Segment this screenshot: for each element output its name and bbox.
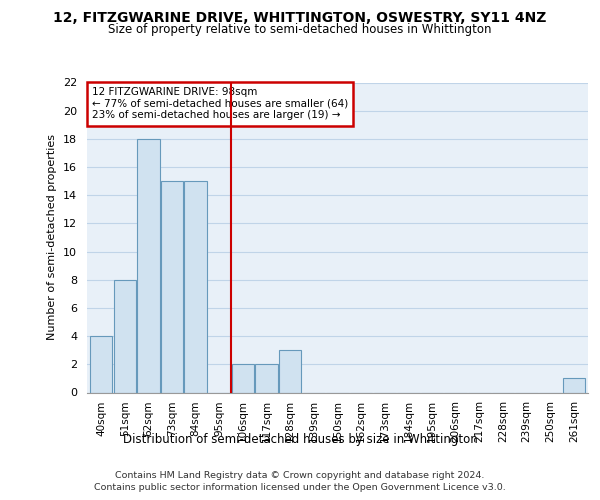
Bar [232,364,254,392]
Text: Contains public sector information licensed under the Open Government Licence v3: Contains public sector information licen… [94,484,506,492]
Text: Distribution of semi-detached houses by size in Whittington: Distribution of semi-detached houses by … [122,432,478,446]
Bar [184,181,207,392]
Bar [256,364,278,392]
Text: Size of property relative to semi-detached houses in Whittington: Size of property relative to semi-detach… [108,22,492,36]
Text: 12, FITZGWARINE DRIVE, WHITTINGTON, OSWESTRY, SY11 4NZ: 12, FITZGWARINE DRIVE, WHITTINGTON, OSWE… [53,11,547,25]
Bar [90,336,112,392]
Text: Contains HM Land Registry data © Crown copyright and database right 2024.: Contains HM Land Registry data © Crown c… [115,471,485,480]
Text: 12 FITZGWARINE DRIVE: 98sqm
← 77% of semi-detached houses are smaller (64)
23% o: 12 FITZGWARINE DRIVE: 98sqm ← 77% of sem… [92,87,348,120]
Bar [137,139,160,392]
Y-axis label: Number of semi-detached properties: Number of semi-detached properties [47,134,58,340]
Bar [563,378,585,392]
Bar [161,181,184,392]
Bar [279,350,301,393]
Bar [113,280,136,392]
